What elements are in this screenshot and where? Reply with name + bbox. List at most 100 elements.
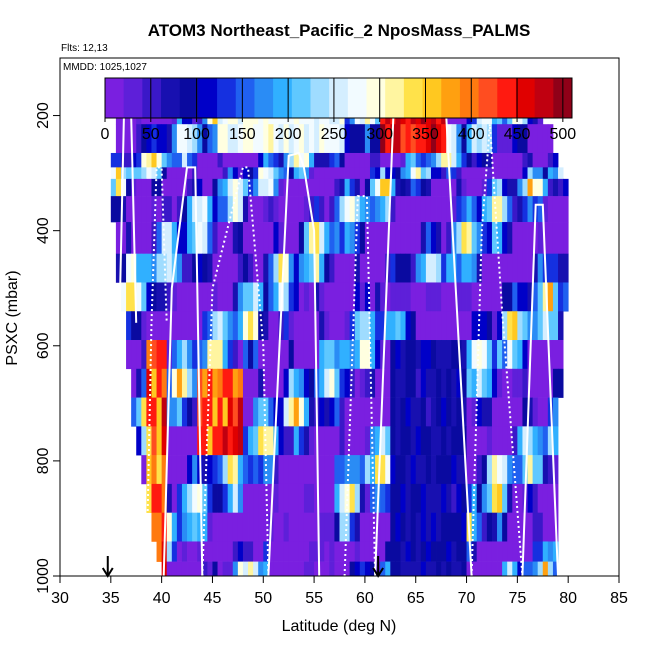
heatmap-cell bbox=[146, 397, 152, 427]
heatmap-cell bbox=[303, 541, 310, 562]
heatmap-cell bbox=[359, 426, 366, 456]
heatmap-cell bbox=[369, 196, 376, 223]
heatmap-cell bbox=[126, 222, 132, 254]
heatmap-cell bbox=[242, 178, 249, 197]
heatmap-cell bbox=[324, 541, 330, 562]
heatmap-cell bbox=[288, 124, 295, 154]
heatmap-cell bbox=[522, 512, 528, 542]
heatmap-cell bbox=[232, 483, 239, 513]
heatmap-cell bbox=[441, 368, 447, 398]
heatmap-cell bbox=[405, 196, 412, 223]
heatmap-cell bbox=[512, 167, 518, 180]
heatmap-cell bbox=[395, 455, 401, 485]
heatmap-cell bbox=[253, 253, 259, 283]
heatmap-cell bbox=[242, 124, 249, 154]
heatmap-cell bbox=[552, 561, 559, 577]
heatmap-cell bbox=[527, 152, 534, 168]
heatmap-cell bbox=[364, 455, 371, 485]
heatmap-cell bbox=[517, 426, 523, 456]
heatmap-cell bbox=[390, 167, 396, 180]
heatmap-cell bbox=[395, 282, 401, 312]
colorbar-segment bbox=[310, 78, 330, 118]
heatmap-cell bbox=[456, 512, 462, 542]
heatmap-cell bbox=[364, 426, 371, 456]
heatmap-cell bbox=[217, 340, 224, 370]
heatmap-cell bbox=[151, 167, 157, 180]
heatmap-cell bbox=[349, 368, 356, 398]
heatmap-cell bbox=[491, 282, 498, 312]
x-tick-label: 45 bbox=[204, 590, 222, 607]
heatmap-cell bbox=[486, 282, 493, 312]
heatmap-cell bbox=[395, 512, 401, 542]
heatmap-cell bbox=[359, 340, 366, 370]
heatmap-cell bbox=[298, 167, 305, 180]
heatmap-cell bbox=[563, 253, 569, 283]
heatmap-cell bbox=[288, 340, 295, 370]
heatmap-cell bbox=[364, 282, 371, 312]
heatmap-cell bbox=[176, 222, 183, 254]
heatmap-cell bbox=[278, 541, 284, 562]
heatmap-cell bbox=[532, 124, 539, 154]
heatmap-cell bbox=[303, 282, 310, 312]
heatmap-cell bbox=[187, 483, 193, 513]
heatmap-cell bbox=[314, 167, 320, 180]
heatmap-cell bbox=[202, 124, 208, 154]
heatmap-cell bbox=[258, 196, 264, 223]
heatmap-cell bbox=[486, 311, 493, 341]
heatmap-cell bbox=[456, 455, 462, 485]
heatmap-cell bbox=[507, 152, 513, 168]
heatmap-cell bbox=[248, 561, 254, 577]
heatmap-cell bbox=[283, 253, 290, 283]
heatmap-cell bbox=[329, 311, 335, 341]
heatmap-cell bbox=[141, 426, 147, 456]
heatmap-cell bbox=[263, 541, 269, 562]
heatmap-cell bbox=[263, 397, 269, 427]
heatmap-cell bbox=[410, 124, 417, 154]
latitude-arrow-head bbox=[372, 567, 384, 578]
heatmap-cell bbox=[400, 196, 406, 223]
heatmap-cell bbox=[176, 196, 183, 223]
heatmap-cell bbox=[537, 178, 544, 197]
heatmap-cell bbox=[319, 561, 325, 577]
heatmap-cell bbox=[380, 282, 386, 312]
heatmap-cell bbox=[263, 196, 269, 223]
heatmap-cell bbox=[166, 282, 173, 312]
heatmap-cell bbox=[395, 483, 401, 513]
heatmap-cell bbox=[395, 340, 401, 370]
heatmap-cell bbox=[537, 561, 544, 577]
heatmap-cell bbox=[547, 253, 554, 283]
heatmap-cell bbox=[217, 455, 224, 485]
heatmap-cell bbox=[364, 124, 371, 154]
heatmap-cell bbox=[110, 178, 117, 197]
heatmap-cell bbox=[527, 397, 534, 427]
heatmap-cell bbox=[537, 282, 544, 312]
heatmap-cell bbox=[253, 152, 259, 168]
heatmap-cell bbox=[227, 253, 234, 283]
heatmap-cell bbox=[217, 124, 224, 154]
heatmap-cell bbox=[222, 124, 229, 154]
heatmap-cell bbox=[115, 196, 122, 223]
heatmap-cell bbox=[207, 561, 213, 577]
heatmap-cell bbox=[171, 152, 178, 168]
heatmap-cell bbox=[354, 178, 361, 197]
heatmap-cell bbox=[263, 340, 269, 370]
heatmap-cell bbox=[278, 340, 284, 370]
heatmap-cell bbox=[126, 124, 132, 154]
heatmap-cell bbox=[248, 455, 254, 485]
heatmap-cell bbox=[522, 561, 528, 577]
heatmap-cell bbox=[451, 178, 457, 197]
heatmap-cell bbox=[334, 152, 340, 168]
heatmap-cell bbox=[339, 512, 345, 542]
heatmap-cell bbox=[319, 541, 325, 562]
heatmap-cell bbox=[187, 561, 193, 577]
heatmap-cell bbox=[354, 455, 361, 485]
heatmap-cell bbox=[227, 483, 234, 513]
heatmap-cell bbox=[476, 124, 483, 154]
heatmap-cell bbox=[303, 311, 310, 341]
heatmap-cell bbox=[136, 124, 142, 154]
heatmap-cell bbox=[552, 455, 559, 485]
heatmap-cell bbox=[263, 178, 269, 197]
heatmap-cell bbox=[415, 541, 422, 562]
heatmap-cell bbox=[242, 541, 249, 562]
colorbar-segment bbox=[198, 78, 218, 118]
